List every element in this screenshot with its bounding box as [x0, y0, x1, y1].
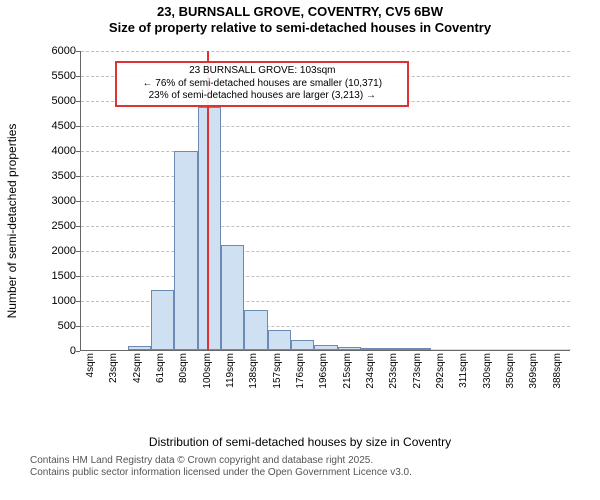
- histogram-bar: [431, 349, 454, 350]
- histogram-bar: [244, 310, 267, 350]
- annotation-line3: 23% of semi-detached houses are larger (…: [121, 90, 403, 103]
- histogram-bar: [151, 290, 174, 350]
- xtick-label: 330sqm: [482, 353, 493, 393]
- xtick-label: 138sqm: [248, 353, 259, 393]
- ytick-mark: [76, 351, 80, 352]
- attribution: Contains HM Land Registry data © Crown c…: [30, 455, 600, 480]
- title-line1: 23, BURNSALL GROVE, COVENTRY, CV5 6BW: [0, 4, 600, 20]
- xtick-label: 292sqm: [435, 353, 446, 393]
- gridline: [81, 176, 570, 177]
- xtick-label: 311sqm: [458, 353, 469, 393]
- ytick-label: 3000: [42, 195, 76, 207]
- histogram-bar: [221, 245, 244, 350]
- gridline: [81, 251, 570, 252]
- histogram-bar: [291, 340, 314, 350]
- gridline: [81, 226, 570, 227]
- arrow-right-icon: →: [363, 90, 376, 101]
- ytick-label: 5000: [42, 95, 76, 107]
- gridline: [81, 51, 570, 52]
- xtick-label: 100sqm: [202, 353, 213, 393]
- xtick-label: 234sqm: [365, 353, 376, 393]
- xtick-label: 369sqm: [528, 353, 539, 393]
- plot-area: 23 BURNSALL GROVE: 103sqm ← 76% of semi-…: [80, 51, 570, 351]
- histogram-bar: [268, 330, 291, 350]
- xtick-label: 176sqm: [295, 353, 306, 393]
- ytick-label: 4500: [42, 120, 76, 132]
- histogram-bar: [174, 151, 197, 350]
- histogram-bar: [314, 345, 337, 350]
- attribution-line1: Contains HM Land Registry data © Crown c…: [30, 455, 600, 468]
- annotation-line1: 23 BURNSALL GROVE: 103sqm: [121, 65, 403, 78]
- title-line2: Size of property relative to semi-detach…: [0, 20, 600, 36]
- gridline: [81, 276, 570, 277]
- histogram-bar: [338, 347, 361, 350]
- ytick-label: 1000: [42, 295, 76, 307]
- annotation-box: 23 BURNSALL GROVE: 103sqm ← 76% of semi-…: [115, 61, 409, 107]
- histogram-bar: [361, 348, 384, 350]
- xtick-label: 273sqm: [412, 353, 423, 393]
- y-axis-label: Number of semi-detached properties: [5, 123, 19, 318]
- ytick-label: 3500: [42, 170, 76, 182]
- xtick-label: 23sqm: [108, 353, 119, 393]
- xtick-label: 119sqm: [225, 353, 236, 393]
- xtick-label: 215sqm: [342, 353, 353, 393]
- attribution-line2: Contains public sector information licen…: [30, 467, 600, 480]
- ytick-label: 5500: [42, 70, 76, 82]
- histogram-bar: [384, 348, 407, 350]
- ytick-label: 6000: [42, 45, 76, 57]
- ytick-label: 4000: [42, 145, 76, 157]
- chart-title: 23, BURNSALL GROVE, COVENTRY, CV5 6BW Si…: [0, 4, 600, 37]
- annotation-line2: ← 76% of semi-detached houses are smalle…: [121, 78, 403, 91]
- ytick-label: 2000: [42, 245, 76, 257]
- histogram-bar: [408, 348, 431, 350]
- gridline: [81, 151, 570, 152]
- x-axis-label: Distribution of semi-detached houses by …: [0, 435, 600, 449]
- xtick-label: 253sqm: [388, 353, 399, 393]
- xtick-label: 388sqm: [552, 353, 563, 393]
- xtick-label: 350sqm: [505, 353, 516, 393]
- xtick-label: 42sqm: [132, 353, 143, 393]
- chart-area: Number of semi-detached properties 05001…: [20, 41, 580, 401]
- ytick-label: 1500: [42, 270, 76, 282]
- gridline: [81, 126, 570, 127]
- xtick-label: 80sqm: [178, 353, 189, 393]
- xtick-label: 196sqm: [318, 353, 329, 393]
- ytick-label: 0: [42, 345, 76, 357]
- xtick-label: 157sqm: [272, 353, 283, 393]
- histogram-bar: [128, 346, 151, 350]
- xtick-label: 61sqm: [155, 353, 166, 393]
- ytick-label: 500: [42, 320, 76, 332]
- gridline: [81, 201, 570, 202]
- arrow-left-icon: ←: [143, 78, 156, 89]
- ytick-label: 2500: [42, 220, 76, 232]
- xtick-label: 4sqm: [85, 353, 96, 393]
